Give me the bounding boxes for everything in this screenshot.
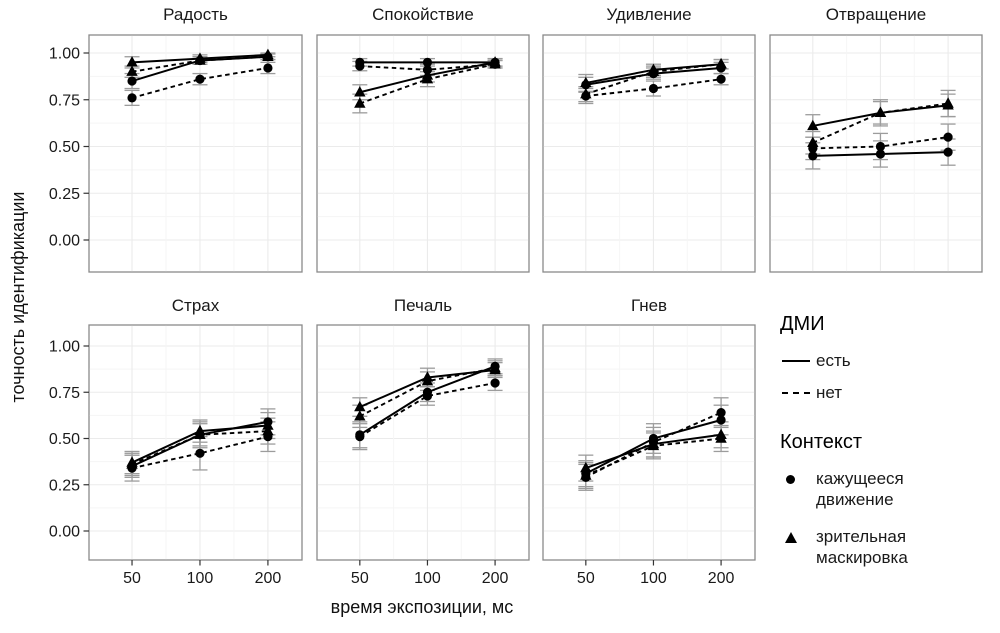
x-tick-label: 50 xyxy=(577,570,595,587)
x-tick-label: 50 xyxy=(123,570,141,587)
x-tick-label: 100 xyxy=(187,570,214,587)
series-line-circle_dashed xyxy=(359,382,496,438)
data-point-circle xyxy=(422,391,433,401)
data-point-triangle xyxy=(647,65,660,76)
data-point-triangle xyxy=(807,119,819,131)
panel-background xyxy=(316,34,530,273)
x-tick-label: 50 xyxy=(351,570,369,587)
triangle-marker-icon xyxy=(785,531,797,543)
data-point-triangle xyxy=(126,65,138,76)
data-point-triangle xyxy=(874,106,887,118)
data-point-circle xyxy=(490,378,500,388)
data-point-triangle xyxy=(807,136,819,147)
data-point-circle xyxy=(808,151,818,161)
x-tick-label: 200 xyxy=(482,570,509,587)
y-tick-label: 1.00 xyxy=(49,46,80,63)
y-tick-label: 0.75 xyxy=(49,385,80,402)
y-tick-label: 0.50 xyxy=(49,431,80,448)
data-point-triangle xyxy=(489,362,501,373)
legend-item-dmi-present: есть xyxy=(780,350,995,372)
data-point-triangle xyxy=(354,400,366,412)
data-point-triangle xyxy=(647,439,660,451)
dashed-line-sample xyxy=(782,392,810,394)
x-tick-label: 200 xyxy=(708,570,735,587)
legend-item-visual-masking: зрительная маскировка xyxy=(780,526,995,568)
data-point-triangle xyxy=(580,469,592,480)
panel-background xyxy=(88,34,303,273)
data-point-circle xyxy=(943,132,953,142)
legend-item-dmi-absent: нет xyxy=(780,382,995,404)
data-point-triangle xyxy=(489,58,501,69)
circle-marker-icon xyxy=(786,474,795,484)
data-point-circle xyxy=(263,63,273,73)
series-line-circle_dashed xyxy=(131,67,269,99)
data-point-triangle xyxy=(354,97,366,108)
data-point-triangle xyxy=(580,76,592,88)
data-point-triangle xyxy=(354,410,366,421)
data-point-circle xyxy=(716,408,726,418)
data-point-triangle xyxy=(194,54,206,65)
legend-item-apparent-motion: кажущееся движение xyxy=(780,468,995,510)
y-tick-label: 0.25 xyxy=(49,477,80,494)
data-point-circle xyxy=(422,57,433,67)
facet-title-surprise: Удивление xyxy=(606,5,692,24)
data-point-triangle xyxy=(580,87,592,99)
data-point-triangle xyxy=(421,72,434,84)
y-tick-label: 0.25 xyxy=(49,186,80,203)
facet-title-calm: Спокойствие xyxy=(372,5,474,24)
data-point-circle xyxy=(195,448,205,458)
legend: ДМИ есть нет Контекст кажущееся движение… xyxy=(780,312,995,578)
solid-line-sample xyxy=(782,360,810,362)
data-point-circle xyxy=(355,432,365,442)
legend-linetype-title: ДМИ xyxy=(780,313,825,335)
data-point-triangle xyxy=(126,56,138,67)
legend-label-absent: нет xyxy=(816,383,843,402)
data-point-triangle xyxy=(354,86,366,97)
data-point-triangle xyxy=(262,50,274,61)
data-point-triangle xyxy=(126,458,138,469)
data-point-circle xyxy=(716,74,726,84)
y-tick-label: 1.00 xyxy=(49,339,80,356)
data-point-triangle xyxy=(262,419,274,430)
legend-label-visual-masking: зрительная маскировка xyxy=(816,527,908,567)
y-tick-label: 0.00 xyxy=(49,233,80,250)
data-point-circle xyxy=(648,83,659,94)
data-point-circle xyxy=(355,61,365,71)
data-point-triangle xyxy=(580,461,592,473)
y-axis-title: точность идентификации xyxy=(8,191,28,403)
legend-label-apparent-motion: кажущееся движение xyxy=(816,469,904,509)
data-point-triangle xyxy=(942,97,954,108)
y-tick-label: 0.00 xyxy=(49,524,80,541)
series-line-circle_dashed xyxy=(131,435,269,470)
data-point-triangle xyxy=(715,432,727,443)
data-point-circle xyxy=(195,74,205,84)
data-point-circle xyxy=(943,147,953,157)
legend-shape-title: Контекст xyxy=(780,431,863,453)
data-point-triangle xyxy=(715,58,727,69)
facet-title-disgust: Отвращение xyxy=(825,5,927,24)
data-point-circle xyxy=(875,141,886,152)
y-tick-label: 0.75 xyxy=(49,92,80,109)
data-point-circle xyxy=(127,93,137,103)
facet-title-joy: Радость xyxy=(163,5,228,24)
legend-label-present: есть xyxy=(816,351,851,370)
facet-title-fear: Страх xyxy=(171,296,220,315)
data-point-triangle xyxy=(262,424,274,436)
x-tick-label: 100 xyxy=(414,570,441,587)
data-point-circle xyxy=(716,415,726,425)
data-point-circle xyxy=(127,76,137,86)
data-point-circle xyxy=(875,149,886,159)
facet-title-anger: Гнев xyxy=(630,296,668,315)
x-tick-label: 100 xyxy=(640,570,667,587)
facet-title-sadness: Печаль xyxy=(393,296,453,315)
x-axis-title: время экспозиции, мс xyxy=(330,597,514,617)
data-point-triangle xyxy=(194,428,206,439)
x-tick-label: 200 xyxy=(255,570,282,587)
y-tick-label: 0.50 xyxy=(49,139,80,156)
data-point-triangle xyxy=(421,374,434,386)
